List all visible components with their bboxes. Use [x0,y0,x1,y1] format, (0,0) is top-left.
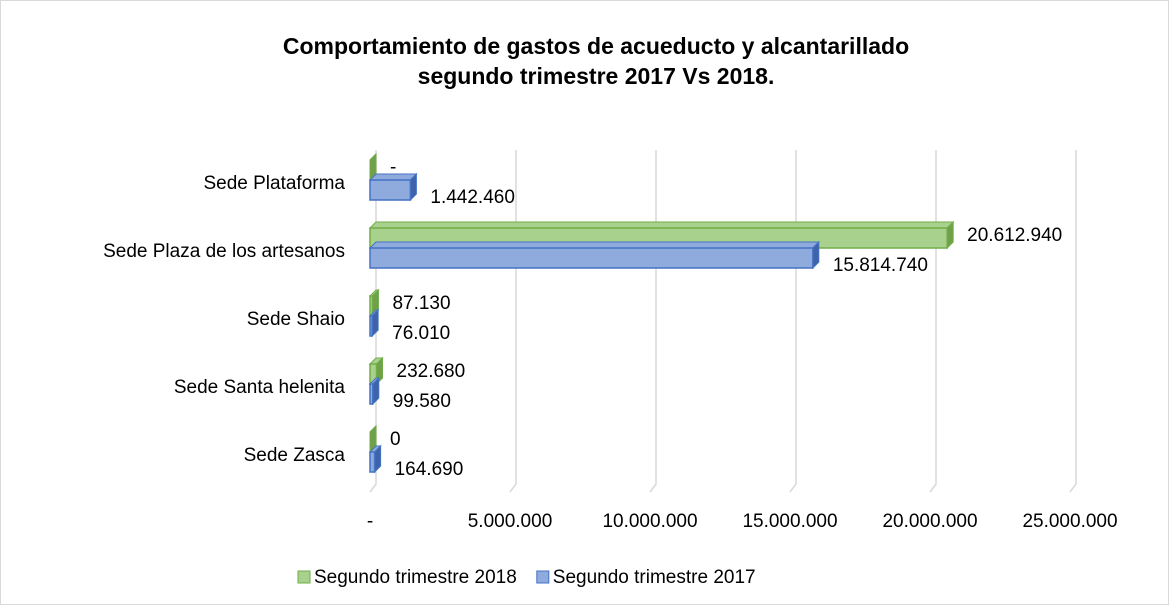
bar-face [368,173,418,181]
legend-label: Segundo trimestre 2017 [553,567,756,588]
bar-face [369,247,814,269]
bar-face [369,451,376,473]
chart-title: segundo trimestre 2017 Vs 2018. [418,63,775,89]
data-label: 99.580 [393,391,451,412]
grid-line [929,150,937,493]
data-label: 1.442.460 [430,187,515,208]
bar-face [368,221,955,229]
bar-face [369,295,374,317]
bar-face [369,383,374,405]
x-tick-label: 25.000.000 [1022,511,1117,532]
legend-swatch [536,570,550,584]
data-label: 0 [390,429,401,450]
x-tick-label: - [367,511,373,532]
x-tick-label: 10.000.000 [602,511,697,532]
x-tick-label: 5.000.000 [468,511,553,532]
data-label: 15.814.740 [833,255,928,276]
x-tick-label: 20.000.000 [882,511,977,532]
data-label: - [390,157,396,178]
chart-title: Comportamiento de gastos de acueducto y … [283,33,909,59]
y-tick-label: Sede Santa helenita [174,377,346,398]
bar [368,376,380,406]
bar [368,240,821,270]
data-label: 232.680 [397,361,466,382]
x-tick-label: 15.000.000 [742,511,837,532]
bar [368,444,382,474]
y-tick-label: Sede Plaza de los artesanos [103,241,345,262]
data-label: 87.130 [392,293,450,314]
grid-line [1069,150,1077,493]
bar-face [369,315,373,337]
y-tick-label: Sede Shaio [247,309,345,330]
bar-face [369,179,412,201]
bar [368,172,418,202]
data-label: 20.612.940 [967,225,1062,246]
y-tick-label: Sede Plataforma [203,173,345,194]
bar-face [368,241,821,249]
legend-swatch [297,570,311,584]
legend-label: Segundo trimestre 2018 [314,567,517,588]
data-label: 76.010 [392,323,450,344]
bar [368,308,380,338]
data-label: 164.690 [395,459,464,480]
y-tick-label: Sede Zasca [244,445,346,466]
